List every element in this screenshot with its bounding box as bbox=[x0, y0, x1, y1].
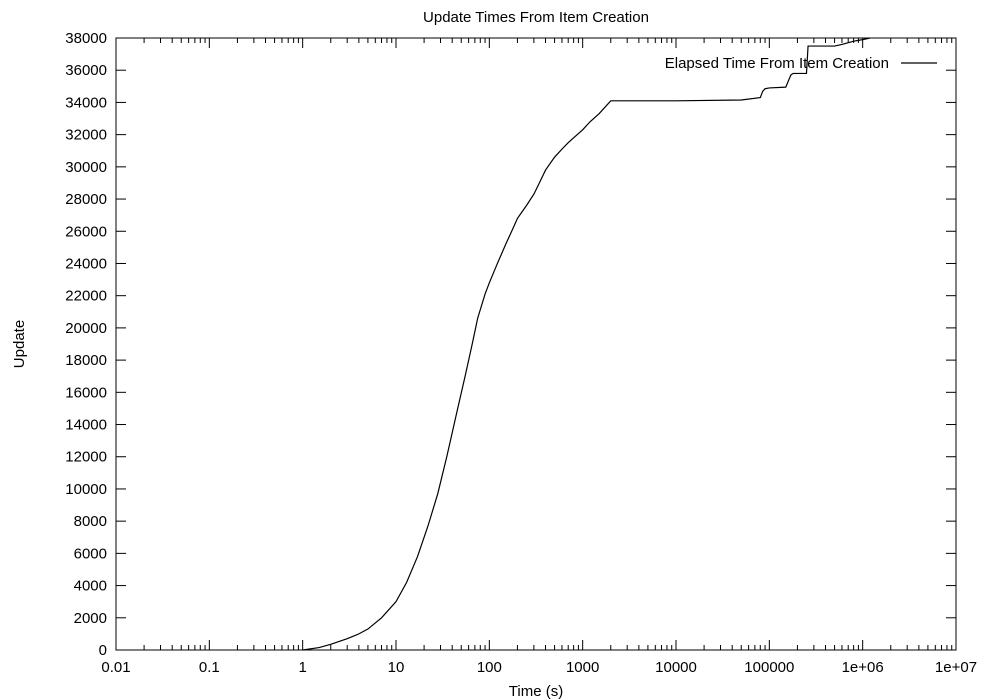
x-tick-label: 10000 bbox=[655, 659, 697, 676]
chart-title: Update Times From Item Creation bbox=[423, 9, 649, 26]
y-tick-label: 34000 bbox=[65, 94, 107, 111]
x-tick-label: 100000 bbox=[744, 659, 794, 676]
y-tick-label: 0 bbox=[99, 642, 107, 659]
y-tick-label: 18000 bbox=[65, 352, 107, 369]
y-tick-label: 26000 bbox=[65, 223, 107, 240]
y-tick-label: 20000 bbox=[65, 320, 107, 337]
y-tick-label: 16000 bbox=[65, 384, 107, 401]
series-line-elapsed-time bbox=[302, 37, 871, 651]
y-tick-label: 38000 bbox=[65, 30, 107, 47]
y-tick-label: 22000 bbox=[65, 288, 107, 305]
x-tick-label: 0.1 bbox=[199, 659, 220, 676]
y-tick-label: 4000 bbox=[74, 578, 107, 595]
plot-frame bbox=[115, 37, 957, 651]
y-tick-label: 6000 bbox=[74, 545, 107, 562]
y-tick-label: 36000 bbox=[65, 62, 107, 79]
y-tick-label: 8000 bbox=[74, 513, 107, 530]
y-tick-label: 24000 bbox=[65, 255, 107, 272]
x-tick-label: 100 bbox=[477, 659, 502, 676]
x-tick-label: 10 bbox=[388, 659, 405, 676]
y-tick-label: 2000 bbox=[74, 610, 107, 627]
x-tick-label: 0.01 bbox=[101, 659, 130, 676]
y-tick-label: 28000 bbox=[65, 191, 107, 208]
tick-labels: 0.01 0.1 1 10 100 1000 10000 100000 1e+06 1e+07 0 2… bbox=[65, 30, 977, 676]
x-tick-label: 1 bbox=[298, 659, 306, 676]
axis-ticks bbox=[115, 37, 957, 651]
y-tick-label: 10000 bbox=[65, 481, 107, 498]
legend: Elapsed Time From Item Creation bbox=[665, 55, 937, 72]
y-tick-label: 14000 bbox=[65, 417, 107, 434]
x-tick-label: 1e+06 bbox=[842, 659, 884, 676]
y-tick-label: 32000 bbox=[65, 127, 107, 144]
x-tick-label: 1e+07 bbox=[935, 659, 977, 676]
x-tick-label: 1000 bbox=[566, 659, 599, 676]
y-axis-title: Update bbox=[11, 320, 28, 368]
y-tick-label: 30000 bbox=[65, 159, 107, 176]
y-tick-label: 12000 bbox=[65, 449, 107, 466]
legend-label: Elapsed Time From Item Creation bbox=[665, 55, 889, 72]
x-axis-title: Time (s) bbox=[509, 683, 563, 700]
